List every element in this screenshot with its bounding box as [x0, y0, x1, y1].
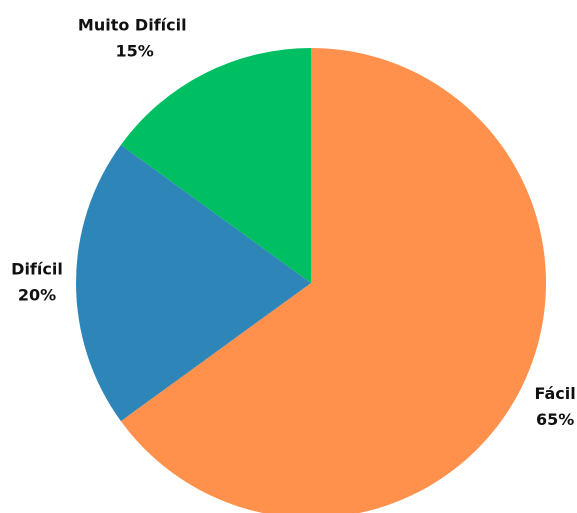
pie-slice: [120, 48, 311, 283]
slice-value: 65%: [536, 410, 574, 429]
slice-value: 20%: [18, 286, 56, 305]
pie-slice: [120, 48, 546, 513]
pie-slice: [76, 144, 311, 422]
slice-label: Muito Difícil: [78, 15, 187, 34]
slice-label: Difícil: [11, 260, 63, 279]
slice-value: 15%: [115, 41, 153, 60]
slice-label: Fácil: [535, 384, 576, 403]
